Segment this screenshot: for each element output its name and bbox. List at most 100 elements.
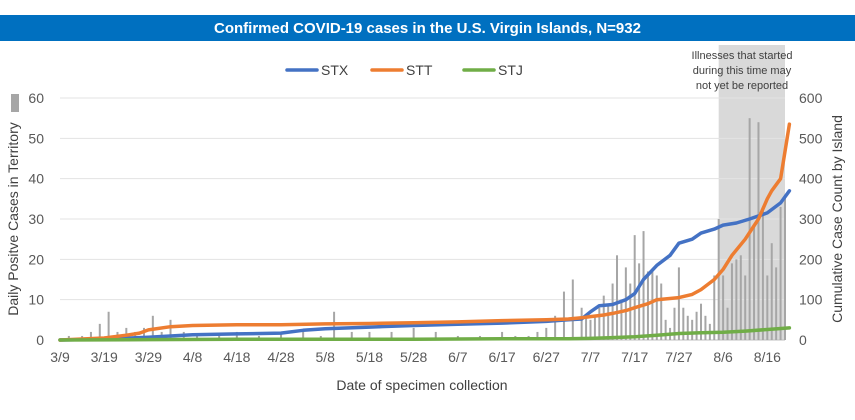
x-tick-label: 4/18 — [223, 349, 250, 365]
daily-case-bar — [412, 327, 415, 340]
chart-title: Confirmed COVID-19 cases in the U.S. Vir… — [214, 19, 641, 37]
y-left-tick-label: 10 — [28, 292, 44, 308]
daily-case-bar — [585, 315, 588, 340]
daily-case-bar — [434, 331, 437, 340]
daily-case-bar — [761, 210, 764, 340]
daily-case-bar — [142, 327, 145, 340]
x-tick-label: 6/7 — [448, 349, 468, 365]
legend-item-stt: STT — [370, 62, 433, 78]
gridline-layer — [11, 94, 785, 341]
y-left-tick-label: 40 — [28, 171, 44, 187]
y-right-tick-label: 400 — [799, 171, 823, 187]
daily-case-bar — [602, 295, 605, 340]
daily-case-bar — [368, 331, 371, 340]
daily-case-bar — [280, 331, 283, 340]
shaded-region-layer — [718, 45, 785, 340]
daily-case-bar — [589, 319, 592, 340]
x-axis-title: Date of specimen collection — [336, 377, 507, 393]
daily-case-bar — [554, 315, 557, 340]
y-right-tick-label: 0 — [799, 332, 807, 348]
x-tick-label: 3/9 — [50, 349, 70, 365]
x-tick-label: 4/8 — [183, 349, 203, 365]
daily-case-bar — [89, 331, 92, 340]
daily-case-bar — [536, 331, 539, 340]
daily-case-bar — [598, 307, 601, 340]
daily-case-bar — [735, 259, 738, 340]
daily-case-bar — [501, 331, 504, 340]
daily-case-bar — [717, 219, 720, 340]
daily-case-bar — [682, 307, 685, 340]
daily-case-bar — [664, 319, 667, 340]
x-tick-label: 7/17 — [621, 349, 648, 365]
legend-item-stj: STJ — [462, 62, 523, 78]
shaded-reporting-delay-region — [718, 45, 785, 340]
daily-case-bar — [770, 243, 773, 340]
y-left-tick-label: 30 — [28, 211, 44, 227]
daily-case-bar — [624, 267, 627, 340]
y-right-tick-label: 200 — [799, 251, 823, 267]
daily-case-bar — [651, 271, 654, 340]
y-right-tick-label: 500 — [799, 130, 823, 146]
daily-case-bar — [726, 307, 729, 340]
x-tick-label: 3/19 — [91, 349, 118, 365]
x-tick-label: 7/27 — [665, 349, 692, 365]
daily-case-bar — [695, 311, 698, 340]
legend-label: STT — [406, 62, 433, 78]
daily-case-bar — [593, 315, 596, 340]
daily-case-bar — [169, 319, 172, 340]
y-right-tick-label: 600 — [799, 90, 823, 106]
daily-case-bar — [235, 331, 238, 340]
daily-case-bar — [739, 255, 742, 340]
y-axis-right-title: Cumulative Case Count by Island — [829, 115, 845, 323]
y-axis-left-title: Daily Positve Cases in Territory — [5, 122, 21, 315]
daily-case-bar — [691, 319, 694, 340]
daily-case-bar — [686, 315, 689, 340]
daily-case-bar — [545, 327, 548, 340]
daily-case-bar — [580, 307, 583, 340]
daily-bars-layer — [67, 118, 786, 341]
daily-case-bar — [638, 263, 641, 340]
daily-case-bar — [775, 267, 778, 340]
daily-case-bar — [713, 275, 716, 340]
daily-case-bar — [704, 315, 707, 340]
daily-case-bar — [134, 331, 137, 340]
x-tick-label: 3/29 — [135, 349, 162, 365]
y-left-tick-label: 50 — [28, 130, 44, 146]
daily-case-bar — [646, 271, 649, 340]
daily-case-bar — [655, 275, 658, 340]
x-tick-label: 5/28 — [400, 349, 427, 365]
daily-case-bar — [571, 279, 574, 340]
daily-case-bar — [722, 275, 725, 340]
y-right-tick-label: 100 — [799, 292, 823, 308]
daily-case-bar — [779, 206, 782, 340]
daily-bars-swatch — [11, 94, 19, 112]
shaded-note-line-3: not yet be reported — [696, 80, 788, 92]
series-line-stj — [58, 326, 792, 342]
x-tick-label: 6/17 — [488, 349, 515, 365]
legend-item-stx: STX — [285, 62, 349, 78]
x-tick-label: 4/28 — [267, 349, 294, 365]
legend: STX STT STJ — [285, 62, 523, 78]
x-tick-label: 5/8 — [316, 349, 336, 365]
daily-case-bar — [673, 307, 676, 340]
daily-case-bar — [350, 331, 353, 340]
daily-case-bar — [629, 283, 632, 340]
shaded-note-line-2: during this time may — [693, 65, 792, 77]
daily-case-bar — [333, 311, 336, 340]
x-tick-label: 8/16 — [754, 349, 781, 365]
y-right-tick-label: 300 — [799, 211, 823, 227]
y-left-tick-label: 0 — [36, 332, 44, 348]
daily-case-bar — [562, 291, 565, 340]
daily-case-bar — [620, 299, 623, 340]
daily-case-bar — [660, 283, 663, 340]
y-left-tick-label: 60 — [28, 90, 44, 106]
shaded-note-line-1: Illnesses that started — [692, 50, 793, 62]
x-tick-label: 6/27 — [533, 349, 560, 365]
daily-case-bar — [753, 227, 756, 340]
series-line-stx — [58, 189, 792, 342]
series-line-stt — [58, 122, 792, 342]
daily-case-bar — [748, 118, 751, 341]
